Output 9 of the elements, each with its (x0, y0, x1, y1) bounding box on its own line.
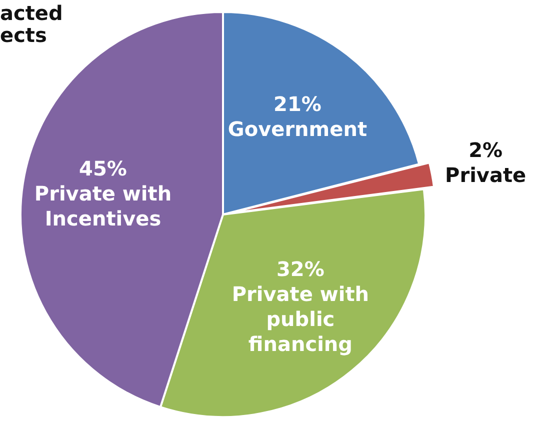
slice-label: Private with public financing (232, 282, 370, 356)
slice-label: Private with Incentives (34, 182, 172, 231)
chart-title: acted ects (0, 1, 63, 47)
data-label: 45% (79, 156, 127, 181)
slice-label: Government (228, 117, 368, 142)
slice-label: Private (445, 163, 526, 188)
data-label: 2% (468, 138, 503, 162)
data-label: 32% (276, 256, 324, 281)
data-label: 21% (274, 92, 322, 116)
